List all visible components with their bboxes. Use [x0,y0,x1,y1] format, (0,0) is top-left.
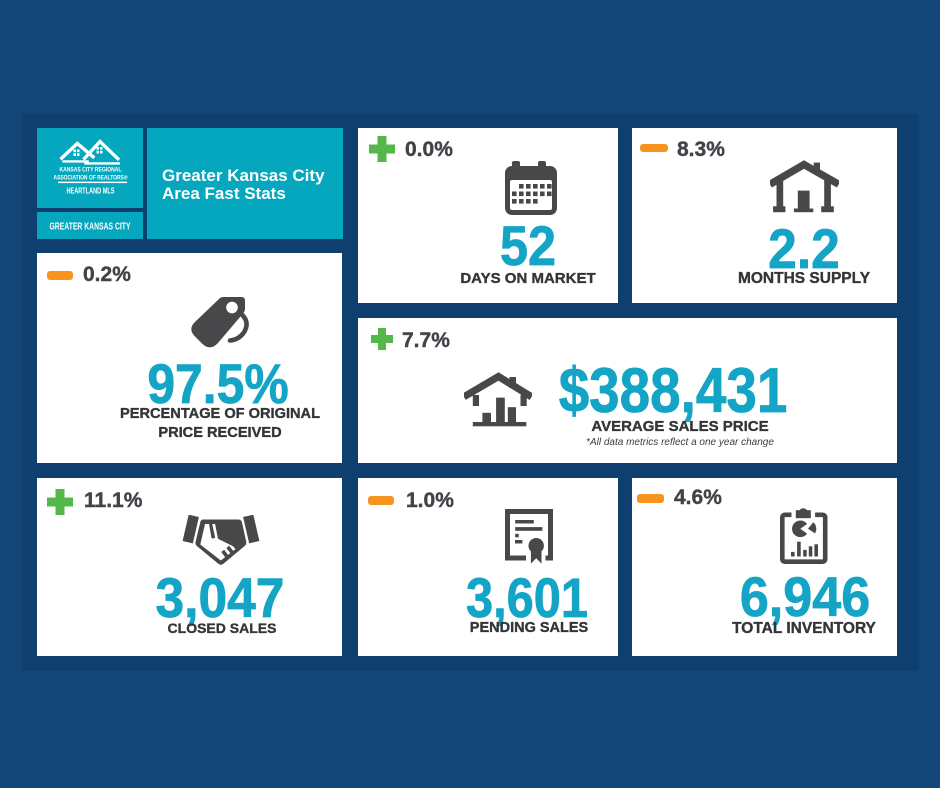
svg-text:KANSAS CITY REGIONAL: KANSAS CITY REGIONAL [60,167,122,174]
svg-text:GREATER KANSAS CITY: GREATER KANSAS CITY [50,222,131,233]
svg-text:ASSOCIATION OF REALTORS®: ASSOCIATION OF REALTORS® [54,173,128,181]
svg-text:HEARTLAND MLS: HEARTLAND MLS [67,187,115,196]
